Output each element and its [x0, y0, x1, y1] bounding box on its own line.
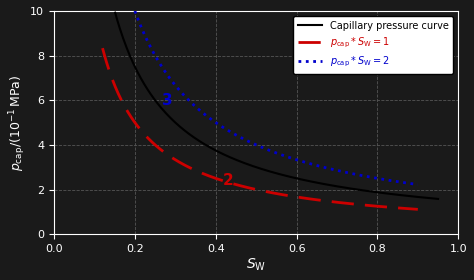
$p_{\mathrm{cap}} * S_{\mathrm{W}} = 2$ [301, 160, 306, 164]
$p_{\mathrm{cap}} * S_{\mathrm{W}} = 2$ [371, 176, 376, 179]
$p_{\mathrm{cap}} * S_{\mathrm{W}} = 2$ [415, 183, 420, 186]
$p_{\mathrm{cap}} * S_{\mathrm{W}} = 2$ [132, 9, 138, 13]
Text: 2: 2 [222, 173, 233, 188]
Capillary pressure curve [137, 74, 142, 77]
$p_{\mathrm{cap}} * S_{\mathrm{W}} = 2$ [389, 179, 394, 182]
Line: $p_{\mathrm{cap}} * S_{\mathrm{W}} = 1$: $p_{\mathrm{cap}} * S_{\mathrm{W}} = 1$ [102, 48, 418, 209]
$p_{\mathrm{cap}} * S_{\mathrm{W}} = 1$ [101, 50, 107, 54]
Capillary pressure curve [297, 178, 303, 181]
Capillary pressure curve [435, 197, 441, 200]
Line: $p_{\mathrm{cap}} * S_{\mathrm{W}} = 2$: $p_{\mathrm{cap}} * S_{\mathrm{W}} = 2$ [135, 11, 418, 185]
Capillary pressure curve [335, 185, 341, 188]
$p_{\mathrm{cap}} * S_{\mathrm{W}} = 1$ [292, 195, 298, 199]
$p_{\mathrm{cap}} * S_{\mathrm{W}} = 2$ [305, 162, 311, 165]
Legend: Capillary pressure curve, $p_{\mathrm{cap}} * S_{\mathrm{W}} = 1$, $p_{\mathrm{c: Capillary pressure curve, $p_{\mathrm{ca… [293, 16, 454, 74]
$p_{\mathrm{cap}} * S_{\mathrm{W}} = 1$ [286, 194, 292, 197]
Capillary pressure curve [202, 143, 208, 146]
Capillary pressure curve [186, 132, 191, 135]
$p_{\mathrm{cap}} * S_{\mathrm{W}} = 1$ [365, 204, 371, 207]
Y-axis label: $p_{\mathrm{cap}}/(10^{-1}\,\mathrm{MPa})$: $p_{\mathrm{cap}}/(10^{-1}\,\mathrm{MPa}… [7, 74, 27, 171]
$p_{\mathrm{cap}} * S_{\mathrm{W}} = 1$ [415, 208, 420, 211]
$p_{\mathrm{cap}} * S_{\mathrm{W}} = 2$ [133, 12, 139, 15]
$p_{\mathrm{cap}} * S_{\mathrm{W}} = 2$ [300, 160, 305, 163]
Capillary pressure curve [112, 11, 118, 14]
$p_{\mathrm{cap}} * S_{\mathrm{W}} = 1$ [287, 194, 293, 198]
$p_{\mathrm{cap}} * S_{\mathrm{W}} = 1$ [100, 46, 105, 50]
$p_{\mathrm{cap}} * S_{\mathrm{W}} = 1$ [385, 206, 391, 209]
X-axis label: $S_{\mathrm{W}}$: $S_{\mathrm{W}}$ [246, 257, 266, 273]
Capillary pressure curve [395, 193, 401, 197]
Line: Capillary pressure curve: Capillary pressure curve [115, 13, 438, 199]
Text: 3: 3 [162, 93, 173, 108]
